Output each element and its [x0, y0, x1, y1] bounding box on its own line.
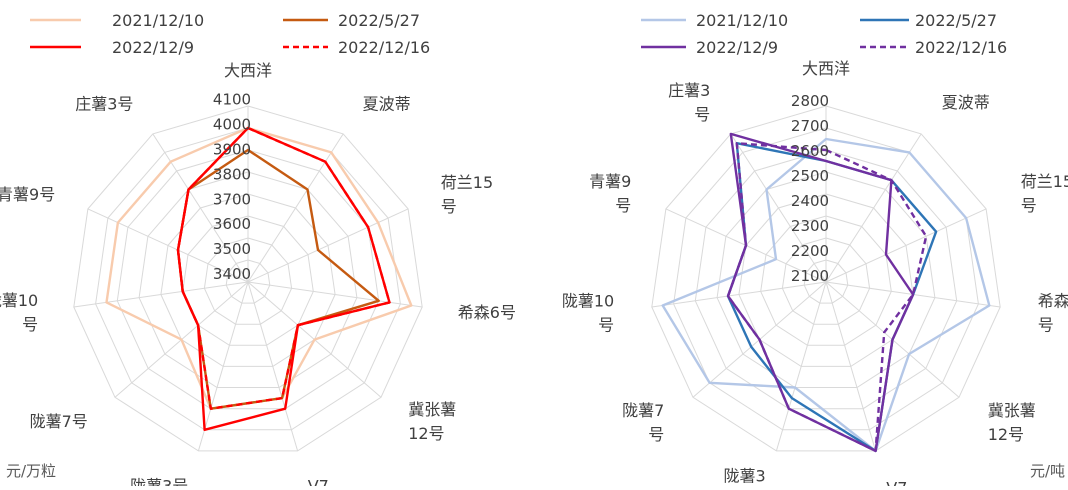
tick-label: 4100	[213, 91, 251, 109]
tick-label: 3900	[213, 141, 251, 159]
grid-spoke	[651, 281, 827, 308]
tick-label: 3500	[213, 240, 251, 258]
grid-spoke	[247, 281, 423, 308]
grid-spoke	[197, 281, 249, 452]
radar-chart-2: 2100 2200 2300 2400 2500 2600 2700 2800 大西洋夏波蒂荷兰…	[562, 11, 1068, 490]
category-label: 陇薯7号	[30, 412, 88, 431]
category-label: 庄薯3号	[75, 95, 133, 114]
legend-label-3: 2022/12/9	[112, 38, 194, 57]
tick-label: 2800	[791, 92, 829, 110]
category-label: 夏波蒂	[363, 95, 411, 114]
grid-spoke	[247, 281, 299, 452]
series-line-4	[726, 141, 928, 453]
tick-label: 2700	[791, 117, 829, 135]
grid-ring	[651, 105, 1001, 452]
category-label: 荷兰15 号	[1021, 172, 1068, 215]
legend-label-4: 2022/12/16	[338, 38, 430, 57]
grid-spoke	[825, 208, 987, 283]
grid-spoke	[825, 133, 922, 283]
series-line-1	[661, 137, 991, 453]
series-line-2	[176, 148, 380, 410]
grid-ring	[138, 171, 358, 388]
unit-label: 元/万粒	[6, 462, 56, 480]
grid-ring	[160, 193, 336, 367]
grid-spoke	[730, 133, 827, 283]
grid-spoke	[152, 133, 249, 283]
series-line-2	[726, 141, 938, 453]
tick-label: 3400	[213, 265, 251, 283]
grid-ring	[95, 127, 401, 431]
legend-label-2: 2022/5/27	[915, 11, 997, 30]
category-label: 荷兰15 号	[441, 173, 493, 216]
category-label: 大西洋	[802, 59, 850, 78]
grid-ring	[203, 237, 293, 325]
category-label: 冀张薯 12号	[408, 400, 456, 443]
legend-label-1: 2021/12/10	[112, 11, 204, 30]
category-label: 希森6号	[458, 303, 516, 322]
grid-spoke	[825, 281, 877, 452]
tick-label: 2200	[791, 242, 829, 260]
category-label: 陇薯3号	[130, 476, 188, 486]
category-label: 冀张薯 12号	[988, 401, 1036, 444]
unit-label: 元/吨	[1030, 462, 1065, 480]
grid-spoke	[775, 281, 827, 452]
category-label: 陇薯3号	[724, 466, 766, 486]
tick-label: 3800	[213, 165, 251, 183]
tick-label: 4000	[213, 116, 251, 134]
tick-label: 2500	[791, 167, 829, 185]
grid-ring	[760, 215, 892, 346]
legend-label-4: 2022/12/16	[915, 38, 1007, 57]
tick-label: 2400	[791, 192, 829, 210]
grid-spoke	[247, 133, 344, 283]
legend-label-3: 2022/12/9	[696, 38, 778, 57]
tick-label: 2300	[791, 217, 829, 235]
grid-ring	[738, 193, 914, 367]
grid-ring	[781, 237, 871, 325]
category-label: 夏波蒂	[942, 93, 990, 112]
category-label: 大西洋	[224, 61, 272, 80]
grid-spoke	[73, 281, 249, 308]
category-label: V7	[308, 476, 329, 486]
legend-label-2: 2022/5/27	[338, 11, 420, 30]
grid-ring	[803, 259, 849, 304]
category-label: V7	[886, 478, 907, 486]
grid-spoke	[247, 208, 409, 283]
tick-label: 3700	[213, 190, 251, 208]
legend-label-1: 2021/12/10	[696, 11, 788, 30]
grid-ring	[694, 149, 958, 410]
tick-label: 3600	[213, 215, 251, 233]
grid-spoke	[87, 208, 249, 283]
tick-label: 2100	[791, 267, 829, 285]
radar-chart-1: 3400 3500 3600 3700 3800 3900 4000 4100 大西洋夏波蒂荷兰…	[0, 11, 516, 490]
grid-ring	[716, 171, 936, 388]
category-label: 希森6号	[1038, 292, 1068, 335]
category-label: 青薯9号	[0, 185, 55, 204]
grid-ring	[116, 149, 380, 410]
grid-ring	[225, 259, 271, 304]
grid-ring	[182, 215, 314, 346]
series-line-4	[176, 126, 391, 410]
tick-label: 2600	[791, 142, 829, 160]
grid-ring	[73, 105, 423, 452]
